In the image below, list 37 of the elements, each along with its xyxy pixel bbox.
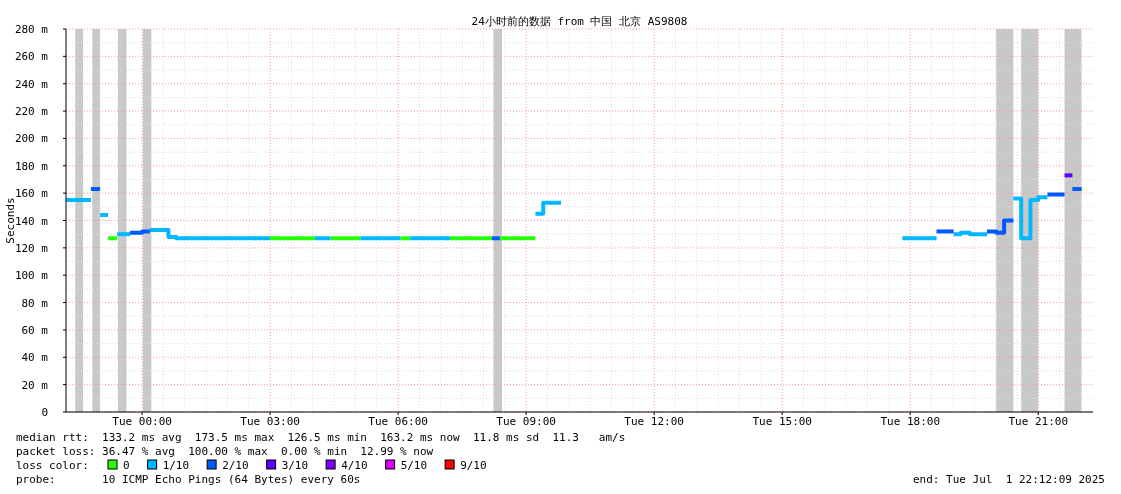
y-tick-label: 160 m <box>14 187 49 201</box>
y-tick-label: 120 m <box>14 241 49 255</box>
y-tick-label: 0 <box>41 406 48 419</box>
y-tick-label: 140 m <box>14 214 49 228</box>
legend-label: 9/10 <box>460 459 487 472</box>
y-tick-label: 60 m <box>21 323 49 337</box>
x-tick-label: Tue 12:00 <box>624 415 684 428</box>
y-tick-label: 260 m <box>14 50 49 64</box>
y-tick-label: 100 m <box>14 269 49 283</box>
y-tick-label: 20 m <box>21 378 49 392</box>
y-tick-label: 240 m <box>14 77 49 91</box>
x-tick-label: Tue 06:00 <box>368 415 428 428</box>
legend-label: 1/10 <box>162 459 190 472</box>
x-tick-label: Tue 03:00 <box>240 415 300 428</box>
text: end: Tue Jul 1 22:12:09 2025 <box>912 473 1105 486</box>
legend-label: 5/10 <box>400 459 428 472</box>
chart-title: 24小时前的数据 from 中国 北京 AS9808 <box>471 15 688 28</box>
text: median rtt: 133.2 ms avg 173.5 ms max 126.5 ms min 163.2 ms now 11.8 ms sd 11.3 am/s <box>16 431 626 444</box>
x-tick-label: Tue 00:00 <box>112 415 172 428</box>
y-tick-label: 280 m <box>14 23 49 36</box>
y-tick-label: 220 m <box>14 105 49 119</box>
legend-label: 0 <box>123 459 130 472</box>
x-tick-label: Tue 21:00 <box>1008 415 1069 428</box>
x-tick-label: Tue 18:00 <box>880 415 941 428</box>
y-tick-label: 40 m <box>21 351 49 365</box>
y-tick-label: 200 m <box>14 132 49 146</box>
legend-label: 2/10 <box>222 459 249 472</box>
y-tick-label: 180 m <box>14 159 49 173</box>
legend-label: 3/10 <box>281 459 309 472</box>
y-tick-label: 80 m <box>21 296 49 310</box>
legend-title: loss color: <box>16 459 89 472</box>
text: probe: 10 ICMP Echo Pings (64 Bytes) every 60s <box>16 473 361 486</box>
x-tick-label: Tue 09:00 <box>496 415 556 428</box>
y-axis-title: Seconds <box>4 197 17 244</box>
legend-label: 4/10 <box>341 459 368 472</box>
text: packet loss: 36.47 % avg 100.00 % max 0.00 % min 12.99 % now <box>16 445 434 458</box>
x-tick-label: Tue 15:00 <box>752 415 812 428</box>
